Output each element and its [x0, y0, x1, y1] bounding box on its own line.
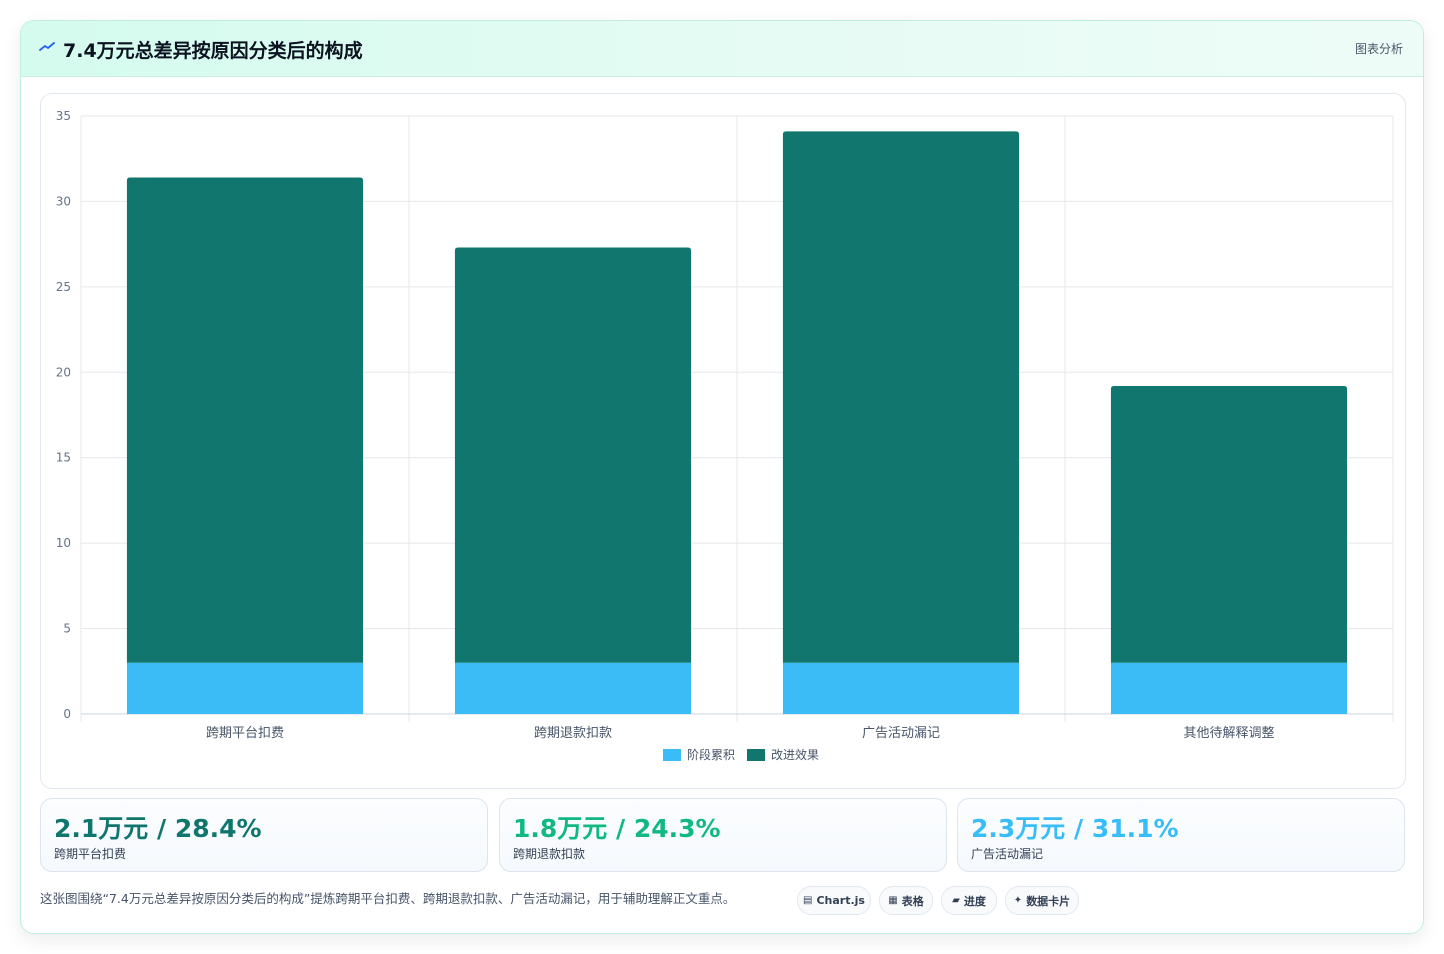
legend-swatch	[747, 749, 765, 761]
card-header: 7.4万元总差异按原因分类后的构成 图表分析	[21, 21, 1423, 77]
bar-improvement	[454, 247, 692, 663]
chip-label: 进度	[963, 894, 986, 908]
bar-improvement	[782, 131, 1020, 663]
chip-progress[interactable]: ▰ 进度	[941, 886, 997, 915]
chip-chartjs[interactable]: ▤ Chart.js	[797, 886, 871, 915]
y-tick-label: 25	[56, 280, 71, 294]
kpi-label: 跨期退款扣款	[513, 847, 586, 861]
y-tick-label: 30	[56, 194, 71, 208]
kpi-value: 2.1万元 / 28.4%	[54, 814, 262, 843]
kpi-card-refund-deduction: 1.8万元 / 24.3% 跨期退款扣款	[499, 798, 947, 872]
bar-stage	[1110, 662, 1348, 714]
bar-stage	[454, 662, 692, 714]
chart-caption: 这张图围绕“7.4万元总差异按原因分类后的构成”提炼跨期平台扣费、跨期退款扣款、…	[40, 891, 736, 906]
y-tick-label: 20	[56, 365, 71, 379]
legend-swatch	[663, 749, 681, 761]
y-tick-label: 35	[56, 109, 71, 123]
chip-data-card[interactable]: ✦ 数据卡片	[1005, 886, 1079, 915]
chip-label: 数据卡片	[1026, 894, 1071, 908]
sparkle-icon: ✦	[1013, 895, 1023, 906]
chart-card: 7.4万元总差异按原因分类后的构成 图表分析 0 5 10 15 20 25 30 35 跨期平…	[20, 20, 1424, 934]
y-tick-label: 15	[56, 451, 71, 465]
bar-improvement	[1110, 385, 1348, 663]
kpi-label: 跨期平台扣费	[54, 847, 127, 861]
trend-icon	[39, 42, 55, 51]
chart-analysis-link[interactable]: 图表分析	[1354, 42, 1403, 56]
legend-label: 阶段累积	[687, 747, 735, 762]
bar-stage	[126, 662, 364, 714]
x-tick-label: 广告活动漏记	[862, 725, 940, 741]
legend-label: 改进效果	[771, 747, 819, 762]
chip-table[interactable]: ▦ 表格	[879, 886, 933, 915]
y-tick-label: 0	[63, 707, 71, 721]
x-tick-label: 跨期平台扣费	[206, 726, 284, 741]
progress-icon: ▰	[952, 895, 960, 906]
kpi-card-ad-campaign: 2.3万元 / 31.1% 广告活动漏记	[957, 798, 1405, 872]
chart-panel: 0 5 10 15 20 25 30 35 跨期平台扣费 跨期退款扣款 广告活动漏记 其他待解释调整阶…	[40, 93, 1406, 789]
chip-label: Chart.js	[816, 894, 865, 907]
kpi-card-platform-fee: 2.1万元 / 28.4% 跨期平台扣费	[40, 798, 488, 872]
y-tick-label: 10	[56, 536, 71, 550]
bar-chart: 0 5 10 15 20 25 30 35 跨期平台扣费 跨期退款扣款 广告活动漏记 其他待解释调整阶…	[56, 109, 1394, 762]
x-tick-label: 跨期退款扣款	[534, 726, 612, 741]
kpi-value: 2.3万元 / 31.1%	[971, 814, 1179, 843]
page-title: 7.4万元总差异按原因分类后的构成	[63, 40, 363, 62]
kpi-value: 1.8万元 / 24.3%	[513, 814, 721, 843]
chart-icon: ▤	[803, 895, 813, 906]
chip-label: 表格	[901, 894, 924, 908]
y-tick-label: 5	[63, 622, 71, 636]
kpi-label: 广告活动漏记	[971, 847, 1044, 861]
bar-stage	[782, 662, 1020, 714]
bar-improvement	[126, 177, 364, 663]
table-icon: ▦	[888, 895, 898, 906]
x-tick-label: 其他待解释调整	[1183, 726, 1274, 741]
